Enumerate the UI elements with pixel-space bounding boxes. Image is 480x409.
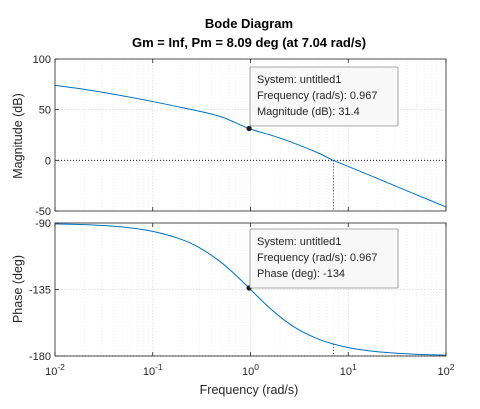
- magnitude-datatip-marker: [246, 125, 252, 132]
- x-tick-label: 10-1: [143, 362, 163, 378]
- magnitude-datatip-box: [249, 66, 399, 127]
- magnitude-datatip-line: Frequency (rad/s): 0.967: [257, 90, 377, 102]
- magnitude-y-tick-label: 0: [45, 155, 51, 167]
- phase-datatip-line: Frequency (rad/s): 0.967: [257, 252, 377, 264]
- x-tick-label: 100: [242, 362, 259, 378]
- phase-datatip-line: Phase (deg): -134: [257, 268, 345, 280]
- phase-y-tick-label: -135: [29, 285, 51, 297]
- phase-y-tick-label: -180: [29, 351, 51, 363]
- phase-datatip-line: System: untitled1: [257, 236, 341, 248]
- chart-title: Bode Diagram: [205, 16, 293, 31]
- magnitude-series-line: [54, 84, 447, 208]
- phase-datatip-box: [249, 228, 399, 289]
- magnitude-y-tick-label: 100: [33, 54, 51, 66]
- x-axis-label: Frequency (rad/s): [200, 383, 299, 397]
- magnitude-y-tick-label: 50: [39, 105, 51, 117]
- magnitude-datatip-line: Magnitude (dB): 31.4: [257, 106, 360, 118]
- x-tick-label: 101: [340, 362, 357, 378]
- magnitude-y-tick-label: -50: [35, 206, 51, 218]
- phase-axis-label: Phase (deg): [11, 255, 25, 323]
- phase-series-line: [54, 223, 447, 356]
- magnitude-axis-label: Magnitude (dB): [11, 93, 25, 178]
- phase-y-tick-label: -90: [35, 218, 51, 230]
- x-tick-label: 102: [438, 362, 455, 378]
- chart-subtitle: Gm = Inf, Pm = 8.09 deg (at 7.04 rad/s): [132, 35, 366, 50]
- x-tick-label: 10-2: [45, 362, 65, 378]
- magnitude-datatip-line: System: untitled1: [257, 74, 341, 86]
